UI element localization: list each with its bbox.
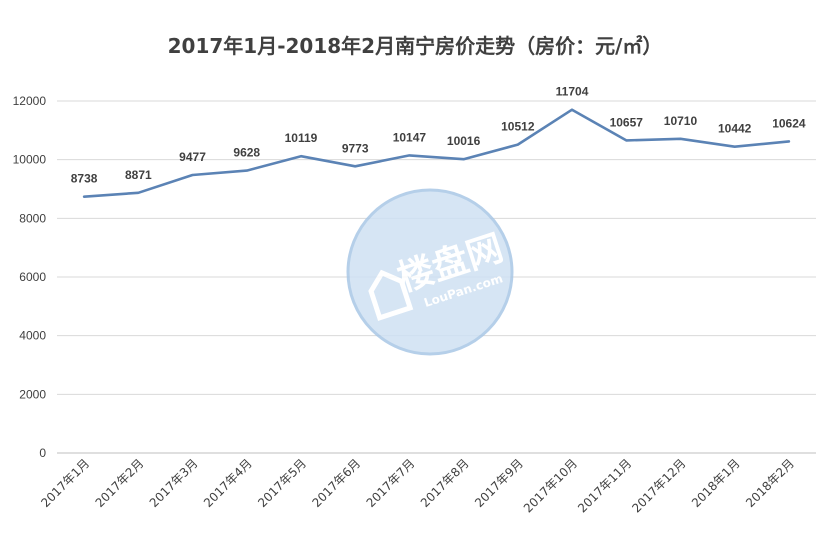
series-line xyxy=(82,108,791,198)
watermark-logo: 楼盘网 LouPan.com xyxy=(346,188,514,356)
data-label: 11704 xyxy=(556,85,589,99)
y-tick-label: 4000 xyxy=(19,329,46,343)
x-tick-label: 2017年11月 xyxy=(575,456,634,515)
y-axis-ticks: 0 2000 4000 6000 8000 10000 12000 xyxy=(13,94,47,460)
data-label: 10512 xyxy=(501,120,535,134)
y-tick-label: 10000 xyxy=(13,153,47,167)
data-label: 10657 xyxy=(610,115,644,129)
x-tick-label: 2017年6月 xyxy=(309,456,363,510)
y-tick-label: 6000 xyxy=(19,270,46,284)
data-label: 9628 xyxy=(233,146,260,160)
house-logo-icon xyxy=(368,269,414,321)
x-tick-label: 2017年9月 xyxy=(472,456,526,510)
x-tick-label: 2017年1月 xyxy=(38,456,92,510)
data-label: 8871 xyxy=(125,168,152,182)
data-label: 10147 xyxy=(393,130,427,144)
x-tick-label: 2017年5月 xyxy=(255,456,309,510)
x-tick-label: 2018年2月 xyxy=(743,456,797,510)
series-polyline xyxy=(82,108,791,198)
y-tick-label: 12000 xyxy=(13,94,47,108)
x-tick-label: 2017年7月 xyxy=(364,456,418,510)
data-labels: 8738 8871 9477 9628 10119 9773 10147 10016 10512… xyxy=(71,85,806,186)
data-label: 10624 xyxy=(772,116,806,130)
x-tick-label: 2017年12月 xyxy=(629,456,688,515)
x-axis-ticks: 2017年1月 2017年2月 2017年3月 2017年4月 2017年5月 2017年… xyxy=(38,456,797,515)
data-label: 10119 xyxy=(285,131,318,145)
y-tick-label: 2000 xyxy=(19,387,46,401)
chart-title: 2017年1月-2018年2月南宁房价走势（房价：元/㎡） xyxy=(167,34,663,58)
x-tick-label: 2017年10月 xyxy=(521,456,580,515)
x-tick-label: 2017年4月 xyxy=(201,456,255,510)
x-tick-label: 2017年2月 xyxy=(93,456,147,510)
y-tick-label: 0 xyxy=(39,446,46,460)
y-tick-label: 8000 xyxy=(19,211,46,225)
data-label: 10710 xyxy=(664,114,698,128)
data-label: 9477 xyxy=(179,150,206,164)
data-label: 9773 xyxy=(342,141,369,155)
data-label: 10442 xyxy=(718,122,752,136)
x-tick-label: 2018年1月 xyxy=(689,456,743,510)
x-tick-label: 2017年3月 xyxy=(147,456,201,510)
data-label: 8738 xyxy=(71,172,98,186)
data-label: 10016 xyxy=(447,134,481,148)
x-tick-label: 2017年8月 xyxy=(418,456,472,510)
